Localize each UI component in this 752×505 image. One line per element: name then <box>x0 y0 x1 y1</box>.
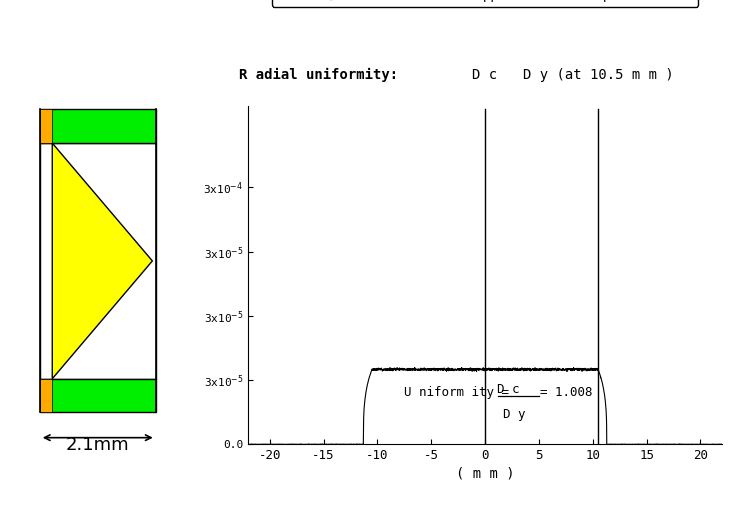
Text: D y: D y <box>503 409 526 422</box>
Text: 2.1mm: 2.1mm <box>66 436 129 454</box>
Text: D c: D c <box>472 68 498 82</box>
Bar <box>40 110 156 143</box>
Bar <box>40 143 156 379</box>
Legend:  Q Be conical tube + applicator + G raphite filter: Q Be conical tube + applicator + G raphi… <box>272 0 698 7</box>
Bar <box>40 110 53 143</box>
Bar <box>40 379 156 413</box>
Text: = 1.008: = 1.008 <box>540 386 593 399</box>
Bar <box>40 379 53 413</box>
X-axis label: ( m m ): ( m m ) <box>456 467 514 480</box>
Text: U niform ity =: U niform ity = <box>405 386 517 399</box>
Text: D c: D c <box>498 383 520 396</box>
Polygon shape <box>53 143 153 379</box>
Text: R adial uniformity:: R adial uniformity: <box>238 68 398 82</box>
Text: D y (at 10.5 m m ): D y (at 10.5 m m ) <box>523 68 674 82</box>
